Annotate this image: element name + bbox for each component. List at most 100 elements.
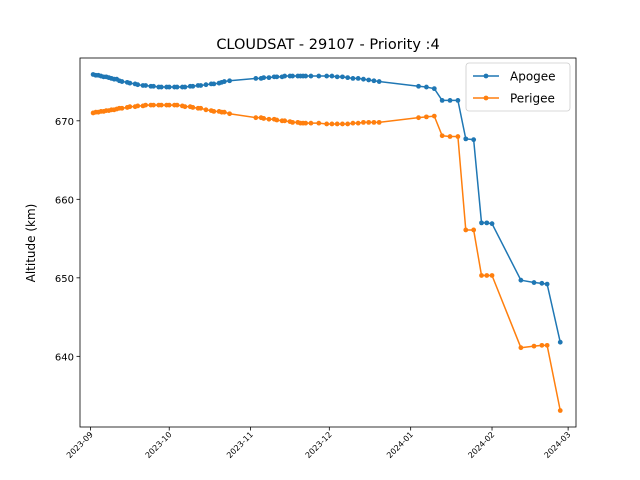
- data-point: [135, 82, 141, 88]
- data-point: [371, 78, 377, 84]
- data-point: [198, 83, 204, 88]
- data-point: [489, 273, 495, 278]
- axes-frame: [79, 57, 577, 428]
- data-point: [211, 81, 217, 87]
- y-axis-label: Altitude (km): [24, 204, 38, 283]
- data-point: [531, 280, 537, 285]
- data-point: [544, 281, 550, 287]
- data-point: [198, 105, 204, 111]
- data-point: [431, 113, 437, 119]
- data-point: [424, 84, 429, 90]
- data-point: [366, 119, 372, 125]
- plot-area: [80, 58, 576, 427]
- data-point: [340, 74, 345, 80]
- data-point: [447, 98, 453, 103]
- series-apogee: [90, 72, 563, 345]
- data-point: [166, 102, 172, 108]
- data-point: [539, 280, 545, 286]
- data-point: [557, 339, 563, 345]
- data-point: [119, 79, 125, 84]
- data-point: [471, 137, 477, 143]
- data-point: [518, 345, 524, 351]
- data-point: [455, 98, 461, 103]
- data-point: [416, 115, 421, 121]
- data-point: [371, 119, 377, 125]
- series-perigee: [90, 102, 563, 413]
- data-point: [355, 120, 361, 126]
- data-point: [539, 342, 545, 348]
- data-point: [463, 227, 469, 233]
- plot-background: [80, 58, 576, 427]
- data-point: [158, 84, 164, 90]
- data-point: [424, 114, 429, 120]
- data-point: [376, 79, 382, 84]
- data-point: [158, 102, 164, 108]
- data-point: [324, 121, 330, 127]
- data-point: [119, 105, 125, 111]
- data-point: [135, 103, 141, 109]
- data-point: [166, 84, 172, 90]
- y-tick-label: 670: [55, 117, 74, 128]
- data-point: [361, 76, 366, 82]
- data-point: [439, 98, 445, 103]
- data-point: [227, 111, 232, 117]
- data-point: [345, 121, 351, 127]
- data-point: [308, 73, 314, 79]
- data-point: [316, 120, 322, 126]
- data-point: [479, 220, 484, 226]
- data-point: [274, 74, 280, 80]
- data-point: [431, 86, 437, 92]
- data-point: [518, 277, 524, 283]
- data-point: [261, 75, 267, 81]
- data-point: [334, 121, 340, 127]
- data-point: [366, 77, 372, 83]
- data-point: [227, 78, 232, 84]
- data-point: [174, 84, 180, 90]
- data-point: [544, 342, 550, 348]
- data-point: [345, 75, 351, 81]
- data-point: [308, 120, 314, 126]
- data-point: [282, 73, 288, 79]
- data-point: [282, 118, 288, 124]
- data-point: [350, 76, 356, 81]
- data-point: [484, 220, 490, 226]
- data-point: [355, 76, 361, 81]
- data-point: [531, 343, 537, 349]
- data-point: [316, 73, 322, 79]
- data-point: [182, 84, 188, 90]
- data-point: [127, 104, 133, 110]
- data-point: [127, 80, 133, 86]
- data-point: [290, 119, 295, 125]
- data-point: [447, 134, 453, 139]
- data-point: [274, 117, 280, 123]
- data-point: [416, 83, 421, 89]
- data-point: [253, 115, 259, 121]
- data-point: [439, 133, 445, 139]
- data-point: [143, 83, 149, 88]
- data-point: [324, 73, 330, 79]
- data-point: [303, 73, 309, 79]
- data-point: [329, 121, 335, 127]
- y-tick-label: 660: [55, 195, 74, 206]
- data-point: [479, 273, 484, 278]
- data-point: [190, 83, 196, 89]
- data-point: [211, 108, 217, 114]
- data-point: [266, 116, 272, 122]
- data-point: [334, 74, 340, 80]
- data-point: [151, 102, 156, 108]
- data-point: [350, 120, 356, 126]
- data-point: [261, 116, 267, 121]
- legend-box: [465, 62, 571, 112]
- data-point: [203, 107, 209, 113]
- data-point: [303, 120, 309, 126]
- data-point: [290, 73, 295, 79]
- data-point: [340, 121, 345, 127]
- data-point: [376, 119, 382, 125]
- data-point: [329, 73, 335, 79]
- data-point: [174, 102, 180, 108]
- legend-marker-perigee: [483, 95, 489, 101]
- data-point: [151, 83, 156, 89]
- series-layer: [90, 72, 563, 413]
- data-point: [190, 105, 196, 110]
